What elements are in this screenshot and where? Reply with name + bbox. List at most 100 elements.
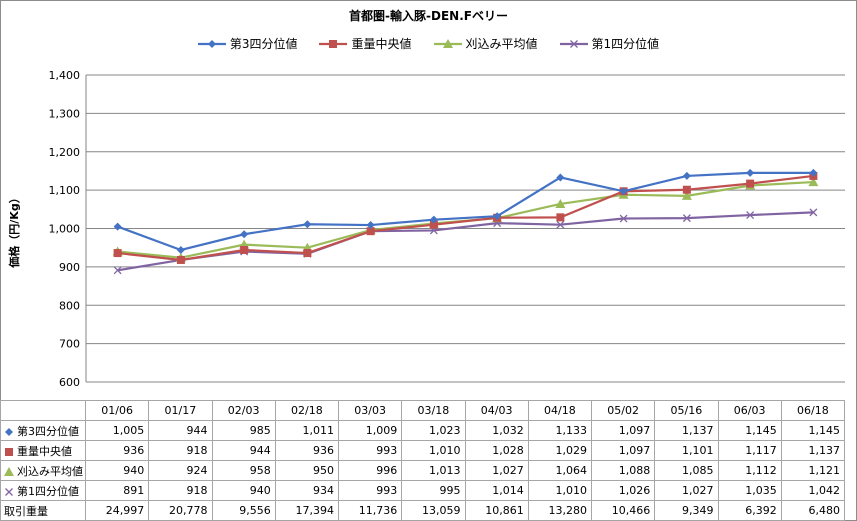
data-point	[493, 212, 502, 221]
data-label: 1,101	[654, 440, 719, 461]
table-row: 第3四分位値 1,005 944 985 1,011 1,009 1,023 1,032 1,1…	[0, 420, 846, 441]
data-label: 1,009	[337, 420, 403, 441]
data-label: 993	[337, 440, 403, 461]
data-point	[809, 168, 818, 177]
data-point	[303, 249, 312, 258]
data-label: 1,026	[590, 480, 656, 501]
data-label: 950	[274, 460, 340, 481]
data-label: 1,097	[590, 420, 656, 441]
data-point	[556, 220, 565, 229]
data-label: 934	[274, 480, 340, 501]
data-point	[429, 220, 438, 229]
data-label: 993	[337, 480, 403, 501]
data-label: 1,042	[780, 480, 846, 501]
x-tick-label: 02/03	[211, 400, 276, 421]
data-label: 13,059	[401, 500, 466, 521]
data-label: 985	[211, 420, 276, 441]
legend-swatch	[559, 39, 588, 48]
data-label: 11,736	[337, 500, 403, 521]
table-row: 第1四分位値 891 918 940 934 993 995 1,014 1,010 1,026 1…	[0, 480, 846, 501]
data-point	[619, 214, 628, 223]
data-point	[113, 266, 122, 275]
data-label: 9,556	[211, 500, 276, 521]
legend-label: 第3四分位値	[229, 37, 298, 51]
data-label: 1,029	[527, 440, 593, 461]
data-label: 24,997	[84, 500, 150, 521]
data-label: 10,861	[464, 500, 529, 521]
data-point	[176, 255, 185, 264]
data-label: 1,097	[590, 440, 656, 461]
table-row-header: 刈込み平均値	[0, 460, 86, 481]
x-tick-label: 04/03	[464, 400, 529, 421]
x-tick-label: 05/16	[654, 400, 719, 421]
series-line	[117, 174, 814, 262]
data-label: 995	[401, 480, 466, 501]
data-label: 1,137	[780, 440, 846, 461]
data-label: 944	[211, 440, 276, 461]
table-row-header: 重量中央値	[0, 440, 86, 461]
table-row-header: 第1四分位値	[0, 480, 86, 501]
data-label: 1,137	[654, 420, 719, 441]
data-label: 940	[84, 460, 150, 481]
legend-item: 刈込み平均値	[433, 35, 538, 52]
y-tick-label: 700	[59, 338, 80, 351]
data-label: 1,121	[780, 460, 846, 481]
y-tick-label: 1,200	[49, 146, 81, 159]
table-row: 取引重量 24,997 20,778 9,556 17,394 11,736 13,059 1…	[0, 500, 846, 521]
data-label: 1,023	[401, 420, 466, 441]
data-label: 944	[148, 420, 213, 441]
data-point	[808, 177, 819, 187]
data-label: 1,010	[401, 440, 466, 461]
data-point	[746, 179, 755, 188]
y-tick-label: 1,100	[49, 184, 81, 197]
data-label: 1,064	[527, 460, 593, 481]
series-line	[117, 171, 814, 252]
data-point	[429, 215, 438, 224]
data-label: 891	[84, 480, 150, 501]
table-row-label: 刈込み平均値	[17, 464, 83, 478]
data-label: 17,394	[274, 500, 340, 521]
table-legend-key	[5, 427, 13, 436]
legend-marker	[329, 39, 338, 48]
data-label: 9,349	[654, 500, 719, 521]
x-tick-label: 05/02	[590, 400, 656, 421]
table-marker	[5, 447, 13, 456]
data-label: 10,466	[590, 500, 656, 521]
y-tick-label: 800	[59, 299, 80, 312]
data-point	[809, 208, 818, 217]
data-point	[113, 222, 122, 231]
data-label: 918	[148, 480, 213, 501]
data-point	[556, 173, 565, 182]
legend: 第3四分位値 重量中央値 刈込み平均値 第1四分位値	[0, 35, 857, 52]
y-tick-label: 1,000	[49, 223, 81, 236]
x-tick-label: 01/17	[148, 400, 213, 421]
data-point	[366, 227, 375, 236]
legend-marker	[442, 38, 453, 48]
table-header-row: 01/06 01/17 02/03 02/18 03/03 03/18 04/03 04/18…	[0, 400, 846, 421]
data-label: 1,014	[464, 480, 529, 501]
data-label: 936	[274, 440, 340, 461]
data-point	[746, 211, 755, 220]
table-marker	[5, 487, 13, 496]
x-tick-label: 01/06	[84, 400, 150, 421]
data-label: 1,085	[654, 460, 719, 481]
legend-swatch	[433, 38, 462, 48]
y-axis-title-box: 価格（円/Kg）	[2, 170, 26, 290]
x-tick-label: 02/18	[274, 400, 340, 421]
data-label: 924	[148, 460, 213, 481]
series-line	[117, 211, 814, 272]
legend-swatch	[319, 39, 348, 48]
data-label: 1,013	[401, 460, 466, 481]
data-point	[682, 185, 691, 194]
data-point	[240, 245, 249, 254]
data-label: 1,032	[464, 420, 529, 441]
table-row-header: 取引重量	[0, 500, 86, 521]
x-tick-label: 06/18	[780, 400, 846, 421]
data-point	[681, 190, 692, 200]
data-point	[556, 213, 565, 222]
data-point	[113, 249, 122, 258]
y-tick-label: 900	[59, 261, 80, 274]
data-label: 1,035	[717, 480, 782, 501]
data-label: 1,005	[84, 420, 150, 441]
legend-item: 重量中央値	[319, 35, 412, 52]
